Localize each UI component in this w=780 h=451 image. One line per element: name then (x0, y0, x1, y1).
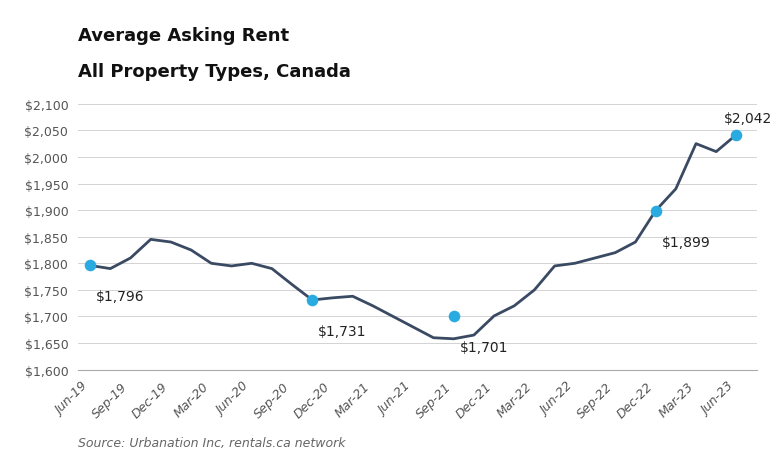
Point (730, 132, 743, 139)
Text: $1,701: $1,701 (459, 340, 509, 354)
Point (448, 313, 460, 320)
Point (84, 262, 97, 269)
Text: $1,731: $1,731 (318, 324, 367, 338)
Text: All Property Types, Canada: All Property Types, Canada (78, 63, 351, 81)
Text: Source: Urbanation Inc, rentals.ca network: Source: Urbanation Inc, rentals.ca netwo… (78, 437, 346, 450)
Text: $1,899: $1,899 (661, 235, 711, 249)
Text: $1,796: $1,796 (96, 290, 145, 304)
Text: Average Asking Rent: Average Asking Rent (78, 27, 289, 45)
Point (650, 207, 662, 215)
Point (306, 297, 318, 304)
Text: $2,042: $2,042 (725, 112, 772, 126)
